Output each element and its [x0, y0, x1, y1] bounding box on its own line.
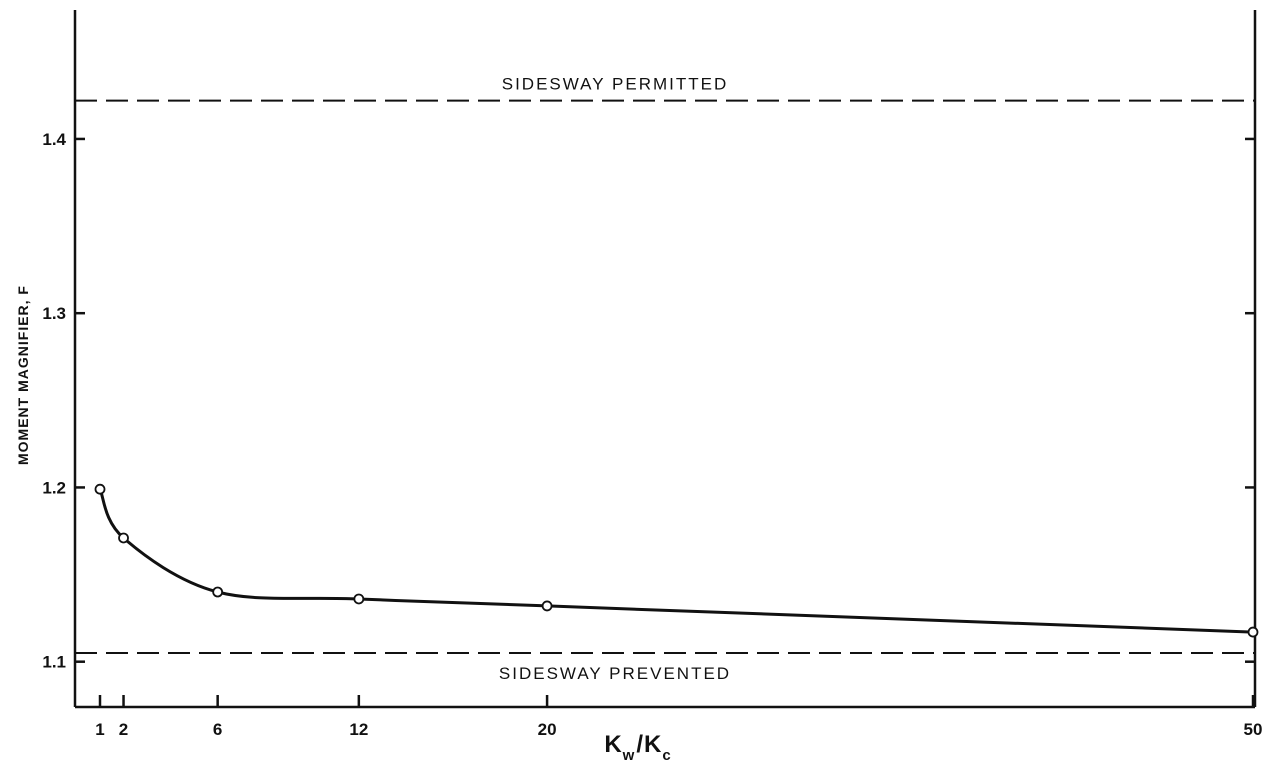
y-tick-label: 1.4 — [42, 130, 66, 149]
x-tick-label: 6 — [213, 720, 222, 739]
y-axis-ticks: 1.1 1.2 1.3 1.4 — [42, 130, 1255, 672]
data-point — [353, 593, 365, 605]
x-tick-label: 12 — [349, 720, 368, 739]
x-axis-title: Kw/Kc — [604, 731, 671, 764]
x-tick-label: 20 — [538, 720, 557, 739]
y-tick-label: 1.2 — [42, 478, 66, 497]
data-point — [94, 483, 106, 495]
x-tick-label: 1 — [95, 720, 104, 739]
x-axis-title-sub1: w — [622, 747, 636, 764]
data-point — [212, 586, 224, 598]
x-axis-title-sep: / — [636, 731, 644, 758]
x-tick-label: 2 — [119, 720, 128, 739]
reference-lines: SIDESWAY PERMITTED SIDESWAY PREVENTED — [75, 75, 1255, 683]
y-axis-title: MOMENT MAGNIFIER, F — [15, 285, 31, 465]
reference-line-label: SIDESWAY PREVENTED — [499, 664, 731, 683]
y-tick-label: 1.1 — [42, 653, 66, 672]
x-tick-label: 50 — [1244, 720, 1263, 739]
x-axis-ticks: 1 2 6 12 20 50 — [95, 695, 1262, 739]
series-line — [98, 488, 1254, 634]
data-series — [94, 483, 1259, 638]
data-point — [118, 532, 129, 544]
reference-line-label: SIDESWAY PERMITTED — [502, 75, 729, 94]
data-point — [1247, 626, 1259, 638]
x-axis-title-k1: K — [604, 731, 622, 758]
axes-frame — [73, 10, 1257, 709]
x-axis-title-sub2: c — [662, 747, 671, 764]
x-axis-title-k2: K — [644, 731, 662, 758]
y-tick-label: 1.3 — [42, 304, 66, 323]
data-point — [541, 600, 553, 612]
